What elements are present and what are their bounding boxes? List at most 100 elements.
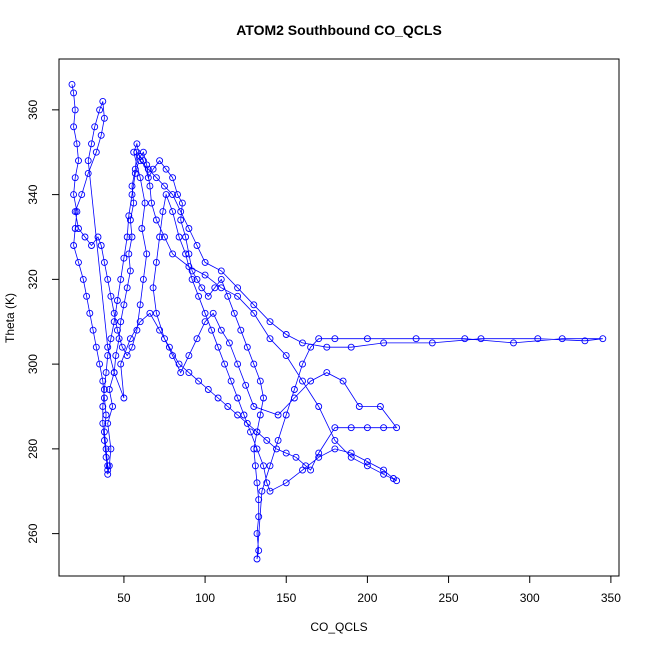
data-point bbox=[133, 148, 141, 156]
data-point bbox=[307, 343, 315, 351]
data-point bbox=[104, 343, 112, 351]
data-point bbox=[380, 470, 388, 478]
data-point bbox=[255, 513, 263, 521]
data-point bbox=[169, 191, 177, 199]
y-tick-label: 280 bbox=[26, 439, 40, 459]
x-axis-label: CO_QCLS bbox=[310, 620, 367, 634]
y-tick-label: 320 bbox=[26, 269, 40, 289]
data-point bbox=[117, 360, 125, 368]
x-tick-label: 50 bbox=[117, 591, 131, 605]
data-point bbox=[250, 360, 258, 368]
data-point bbox=[331, 436, 339, 444]
data-point bbox=[510, 339, 517, 347]
data-point bbox=[91, 123, 99, 131]
data-point bbox=[70, 191, 78, 199]
data-point bbox=[185, 225, 193, 232]
plot-frame bbox=[58, 58, 620, 577]
data-point bbox=[70, 242, 78, 249]
data-point bbox=[117, 275, 125, 283]
data-point bbox=[581, 337, 589, 345]
data-point bbox=[363, 424, 371, 432]
data-point bbox=[130, 199, 138, 207]
data-point bbox=[120, 254, 128, 262]
data-point bbox=[315, 449, 323, 457]
data-point bbox=[104, 466, 112, 474]
data-point bbox=[143, 250, 151, 258]
data-point bbox=[136, 318, 144, 326]
data-point bbox=[188, 267, 196, 275]
x-tick-label: 150 bbox=[276, 591, 296, 605]
data-point bbox=[224, 403, 232, 410]
data-point bbox=[477, 335, 485, 343]
data-point bbox=[339, 377, 347, 385]
data-point bbox=[133, 326, 141, 334]
data-point bbox=[363, 458, 371, 466]
data-point bbox=[99, 377, 107, 385]
data-point bbox=[323, 369, 331, 377]
data-point bbox=[102, 453, 110, 461]
data-point bbox=[204, 386, 212, 393]
data-point bbox=[217, 267, 225, 275]
data-point bbox=[100, 114, 108, 122]
data-point bbox=[260, 462, 267, 470]
data-point bbox=[380, 339, 388, 347]
data-point bbox=[104, 275, 112, 283]
data-point bbox=[230, 309, 238, 317]
data-point bbox=[185, 369, 193, 377]
data-point bbox=[100, 428, 108, 436]
data-point bbox=[282, 352, 290, 360]
data-point bbox=[92, 343, 100, 351]
data-point bbox=[204, 292, 212, 300]
data-point bbox=[100, 258, 108, 266]
data-point bbox=[363, 462, 371, 470]
data-point bbox=[255, 496, 263, 504]
data-point bbox=[177, 208, 185, 216]
data-point bbox=[169, 250, 177, 258]
data-point bbox=[201, 318, 209, 326]
data-point bbox=[110, 318, 118, 326]
data-point bbox=[177, 216, 185, 224]
data-point bbox=[123, 352, 131, 360]
data-point bbox=[247, 428, 254, 436]
data-point bbox=[253, 479, 261, 487]
data-point bbox=[185, 250, 193, 258]
data-point bbox=[73, 140, 81, 148]
data-point bbox=[128, 191, 136, 199]
data-point bbox=[71, 225, 79, 232]
data-point bbox=[104, 419, 112, 427]
data-point bbox=[217, 326, 225, 334]
data-point bbox=[143, 161, 151, 169]
data-point bbox=[99, 97, 107, 105]
data-point bbox=[125, 250, 133, 258]
data-point bbox=[282, 411, 290, 419]
data-point bbox=[107, 335, 115, 343]
data-point bbox=[104, 470, 112, 478]
data-point bbox=[117, 318, 125, 326]
y-tick-label: 360 bbox=[26, 100, 40, 120]
data-point bbox=[188, 275, 196, 283]
data-point bbox=[307, 377, 315, 385]
x-tick-label: 300 bbox=[520, 591, 540, 605]
data-point bbox=[347, 449, 355, 457]
data-point bbox=[253, 445, 261, 453]
data-point bbox=[131, 169, 139, 177]
data-point bbox=[175, 233, 183, 241]
data-point bbox=[292, 453, 300, 461]
data-point bbox=[217, 284, 225, 292]
data-point bbox=[100, 394, 108, 402]
series-line bbox=[71, 84, 603, 560]
data-point bbox=[224, 292, 232, 300]
data-point bbox=[209, 309, 217, 317]
data-point bbox=[152, 174, 160, 182]
data-point bbox=[152, 258, 160, 266]
data-point bbox=[193, 335, 201, 343]
data-point bbox=[107, 445, 115, 453]
data-point bbox=[380, 466, 388, 474]
data-point bbox=[182, 233, 190, 241]
data-point bbox=[96, 360, 104, 368]
data-point bbox=[169, 352, 177, 360]
data-point bbox=[214, 394, 222, 402]
data-point bbox=[70, 123, 78, 131]
data-point bbox=[161, 335, 168, 343]
